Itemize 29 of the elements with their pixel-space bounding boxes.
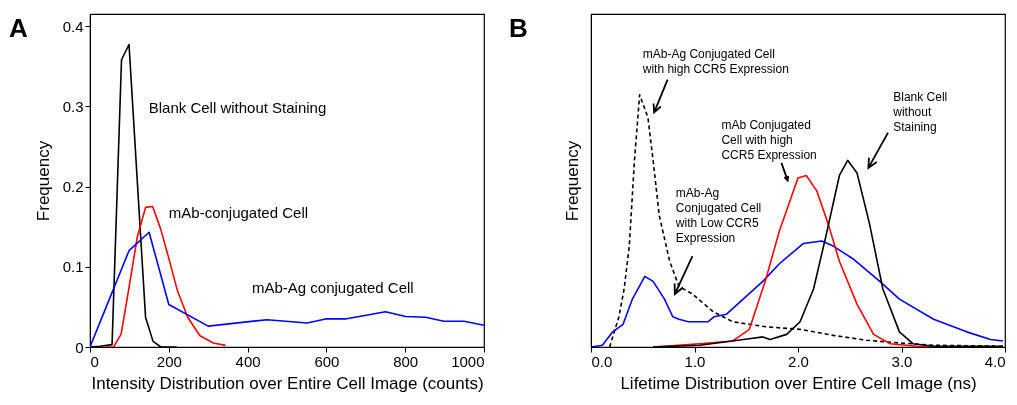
- chart-title: A: [9, 13, 28, 43]
- x-tick-label: 1000: [451, 352, 485, 370]
- annotation: mAb-Ag Conjugated Cell with Low CCR5 Expression: [674, 186, 762, 246]
- x-axis-title: Intensity Distribution over Entire Cell Image (counts): [91, 373, 484, 393]
- chart-title: B: [509, 13, 528, 43]
- x-tick-label: 200: [156, 352, 182, 370]
- annotation: Blank Cell without Staining: [892, 90, 948, 135]
- x-tick-label: 400: [235, 352, 261, 370]
- y-tick-label: 0.4: [62, 17, 84, 35]
- y-tick-label: 0: [75, 338, 84, 356]
- y-axis-title: Frequency: [562, 140, 582, 222]
- x-axis-title: Lifetime Distribution over Entire Cell Image (ns): [620, 373, 977, 393]
- annotation: mAb-Ag conjugated Cell: [251, 279, 414, 297]
- y-tick-label: 0.3: [62, 97, 84, 115]
- x-tick-label: 4.0: [984, 352, 1006, 370]
- x-tick-label: 2.0: [788, 352, 809, 370]
- x-tick-label: 600: [314, 352, 340, 370]
- x-tick-label: 1.0: [684, 352, 706, 370]
- y-axis-title: Frequency: [33, 140, 53, 222]
- y-tick-label: 0.1: [62, 258, 84, 276]
- y-tick-label: 0.2: [62, 178, 84, 196]
- x-tick-label: 3.0: [891, 352, 913, 370]
- x-tick-label: 0.0: [591, 352, 613, 370]
- annotation: mAb-conjugated Cell: [168, 203, 309, 221]
- x-tick-label: 800: [393, 352, 419, 370]
- annotation: Blank Cell without Staining: [148, 99, 327, 117]
- text: mAb-Ag Conjugated Cell with high CCR5 Expression: [641, 47, 789, 77]
- annotation: mAb Conjugated Cell with high CCR5 Expression: [721, 117, 817, 162]
- x-tick-label: 0: [90, 352, 99, 370]
